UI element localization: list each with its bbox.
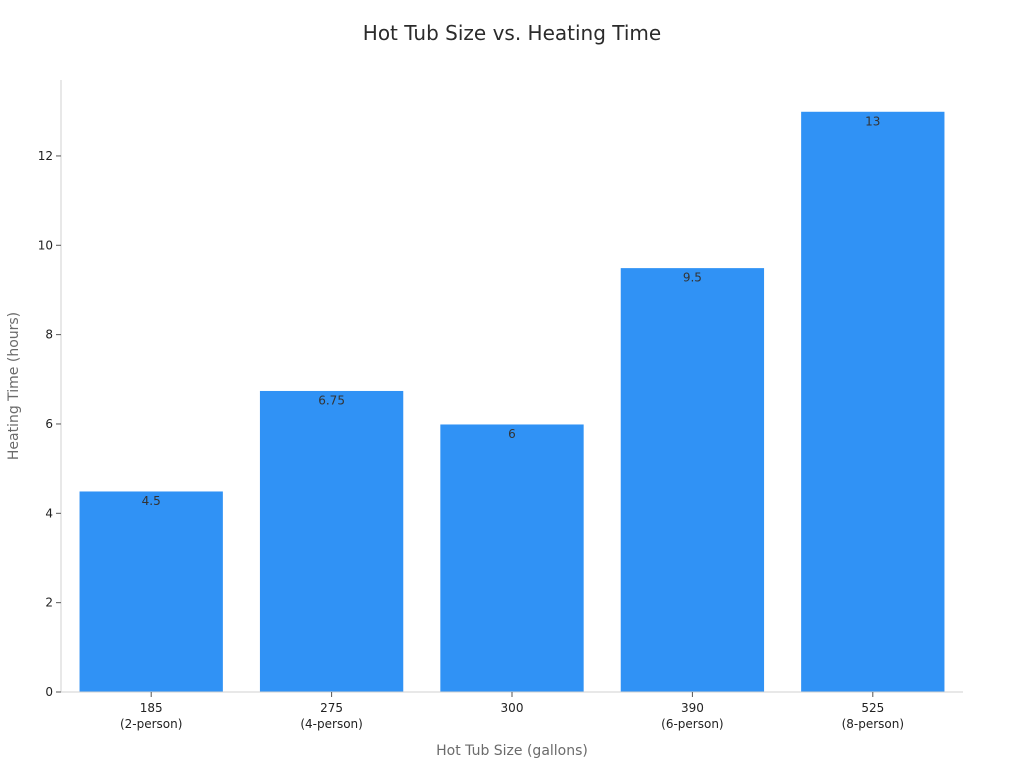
y-tick-label: 4 — [45, 506, 53, 520]
bar — [619, 267, 766, 693]
x-tick-label-line: 390 — [681, 701, 704, 715]
x-axis-ticks: 185 (2-person) 275 (4-person) 300 390 (6-perso… — [120, 692, 904, 731]
y-axis-ticks: 0 2 4 6 8 10 12 — [38, 149, 61, 699]
data-label: 9.5 — [683, 271, 702, 285]
x-tick-label: 300 — [501, 701, 524, 715]
bar — [439, 423, 585, 693]
x-tick-label-line: (2-person) — [120, 717, 182, 731]
y-tick-label: 8 — [45, 328, 53, 342]
x-tick-label: 185 (2-person) — [120, 701, 182, 731]
chart-title: Hot Tub Size vs. Heating Time — [363, 21, 661, 45]
x-tick-label-line: (4-person) — [300, 717, 362, 731]
bar — [78, 490, 224, 693]
y-tick-label: 0 — [45, 685, 53, 699]
bars-group — [78, 110, 946, 693]
x-tick-label: 275 (4-person) — [300, 701, 362, 731]
x-tick-label-line: 275 — [320, 701, 343, 715]
y-tick-label: 12 — [38, 149, 53, 163]
x-tick-label-line: 300 — [501, 701, 524, 715]
data-label: 4.5 — [142, 494, 161, 508]
data-labels-group: 4.5 6.75 6 9.5 13 — [142, 114, 881, 508]
x-tick-label-line: (8-person) — [842, 717, 904, 731]
x-tick-label-line: 185 — [140, 701, 163, 715]
data-label: 6.75 — [318, 393, 345, 407]
x-axis-title: Hot Tub Size (gallons) — [436, 743, 588, 759]
x-tick-label-line: 525 — [861, 701, 884, 715]
data-label: 6 — [508, 427, 516, 441]
x-tick-label: 525 (8-person) — [842, 701, 904, 731]
y-tick-label: 10 — [38, 238, 53, 252]
bar — [258, 389, 405, 693]
x-tick-label-line: (6-person) — [661, 717, 723, 731]
y-axis-title: Heating Time (hours) — [6, 312, 22, 460]
y-tick-label: 2 — [45, 596, 53, 610]
bar — [800, 110, 946, 693]
x-tick-label: 390 (6-person) — [661, 701, 723, 731]
y-tick-label: 6 — [45, 417, 53, 431]
data-label: 13 — [865, 114, 880, 128]
